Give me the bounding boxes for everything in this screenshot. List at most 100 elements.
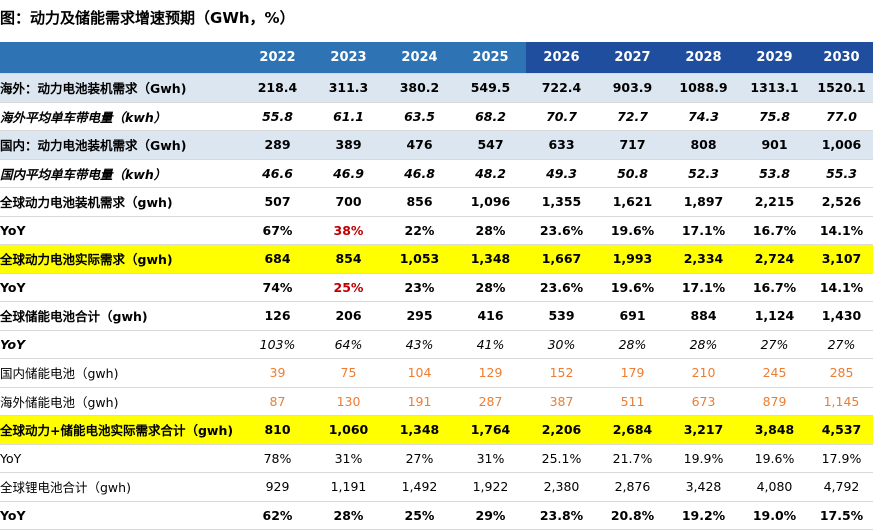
table-cell: 23.8% [526, 501, 597, 530]
year-header: 2030 [810, 42, 873, 74]
row-label: YoY [0, 330, 242, 359]
table-cell: 691 [597, 301, 668, 331]
table-cell: 19.0% [739, 501, 810, 530]
table-cell: 78% [242, 444, 313, 473]
table-cell: 1,006 [810, 130, 873, 160]
table-cell: 1,922 [455, 472, 526, 502]
table-cell: 19.6% [597, 216, 668, 245]
table-row: YoY 103% 64% 43% 41% 30% 28% 28% 27% 27% [0, 330, 873, 359]
table-cell: 380.2 [384, 73, 455, 103]
table-cell: 14.1% [810, 273, 873, 302]
table-cell: 129 [455, 358, 526, 388]
table-row: 海外平均单车带电量（kwh） 55.8 61.1 63.5 68.2 70.7 … [0, 102, 873, 131]
table-cell: 1,060 [313, 415, 384, 445]
year-header: 2026 [526, 42, 597, 74]
table-cell: 4,792 [810, 472, 873, 502]
table-cell: 901 [739, 130, 810, 160]
table-row: 全球动力+储能电池实际需求合计（gwh) 810 1,060 1,348 1,7… [0, 415, 873, 445]
table-row: 国内平均单车带电量（kwh） 46.6 46.9 46.8 48.2 49.3 … [0, 159, 873, 188]
row-label: YoY [0, 216, 242, 245]
table-cell: 48.2 [455, 159, 526, 188]
table-cell: 53.8 [739, 159, 810, 188]
table-cell: 1,348 [455, 244, 526, 274]
year-header: 2027 [597, 42, 668, 74]
table-row: 全球储能电池合计（gwh) 126 206 295 416 539 691 88… [0, 301, 873, 331]
table-cell: 210 [668, 358, 739, 388]
table-cell: 2,526 [810, 187, 873, 217]
table-cell: 22% [384, 216, 455, 245]
table-cell: 929 [242, 472, 313, 502]
table-cell: 1,430 [810, 301, 873, 331]
table-cell: 74% [242, 273, 313, 302]
year-header: 2022 [242, 42, 313, 74]
table-cell: 17.1% [668, 216, 739, 245]
table-cell: 295 [384, 301, 455, 331]
table-cell: 20.8% [597, 501, 668, 530]
table-cell: 31% [455, 444, 526, 473]
table-row: YoY 62% 28% 25% 29% 23.8% 20.8% 19.2% 19… [0, 501, 873, 530]
table-cell: 29% [455, 501, 526, 530]
table-cell: 2,684 [597, 415, 668, 445]
table-cell: 1,145 [810, 387, 873, 416]
table-cell: 854 [313, 244, 384, 274]
table-cell: 19.6% [597, 273, 668, 302]
table-cell: 23.6% [526, 216, 597, 245]
table-cell: 74.3 [668, 102, 739, 131]
table-cell: 387 [526, 387, 597, 416]
table-cell: 28% [455, 273, 526, 302]
table-cell: 19.6% [739, 444, 810, 473]
table-cell: 130 [313, 387, 384, 416]
table-cell: 549.5 [455, 73, 526, 103]
table-cell: 17.5% [810, 501, 873, 530]
table-cell: 285 [810, 358, 873, 388]
table-cell: 389 [313, 130, 384, 160]
year-header: 2029 [739, 42, 810, 74]
table-cell: 1088.9 [668, 73, 739, 103]
table-cell: 3,107 [810, 244, 873, 274]
table-cell: 287 [455, 387, 526, 416]
table-cell: 810 [242, 415, 313, 445]
table-cell: 30% [526, 330, 597, 359]
table-cell: 70.7 [526, 102, 597, 131]
table-cell: 1,993 [597, 244, 668, 274]
table-cell: 25% [313, 273, 384, 302]
table-cell: 46.8 [384, 159, 455, 188]
table-cell: 1,124 [739, 301, 810, 331]
table-cell: 68.2 [455, 102, 526, 131]
row-label: 国内：动力电池装机需求（Gwh) [0, 130, 242, 160]
year-header: 2023 [313, 42, 384, 74]
table-title: 图：动力及储能需求增速预期（GWh，%） [0, 9, 295, 27]
table-cell: 903.9 [597, 73, 668, 103]
table-cell: 19.2% [668, 501, 739, 530]
row-label: 海外：动力电池装机需求（Gwh) [0, 73, 242, 103]
row-label: 国内平均单车带电量（kwh） [0, 159, 242, 188]
row-label: YoY [0, 444, 242, 473]
table-cell: 27% [810, 330, 873, 359]
table-cell: 476 [384, 130, 455, 160]
table-cell: 191 [384, 387, 455, 416]
table-cell: 152 [526, 358, 597, 388]
table-cell: 52.3 [668, 159, 739, 188]
table-cell: 67% [242, 216, 313, 245]
row-label: 国内储能电池（gwh) [0, 358, 242, 388]
table-cell: 511 [597, 387, 668, 416]
table-cell: 633 [526, 130, 597, 160]
table-cell: 1520.1 [810, 73, 873, 103]
table-cell: 218.4 [242, 73, 313, 103]
table-cell: 179 [597, 358, 668, 388]
table-cell: 311.3 [313, 73, 384, 103]
row-label: 海外平均单车带电量（kwh） [0, 102, 242, 131]
table-cell: 103% [242, 330, 313, 359]
table-cell: 856 [384, 187, 455, 217]
table-cell: 46.9 [313, 159, 384, 188]
table-cell: 416 [455, 301, 526, 331]
table-row: YoY 67% 38% 22% 28% 23.6% 19.6% 17.1% 16… [0, 216, 873, 245]
table-cell: 206 [313, 301, 384, 331]
table-cell: 25% [384, 501, 455, 530]
table-cell: 50.8 [597, 159, 668, 188]
row-label: YoY [0, 501, 242, 530]
table-cell: 879 [739, 387, 810, 416]
table-cell: 1,492 [384, 472, 455, 502]
table-cell: 28% [313, 501, 384, 530]
table-cell: 507 [242, 187, 313, 217]
